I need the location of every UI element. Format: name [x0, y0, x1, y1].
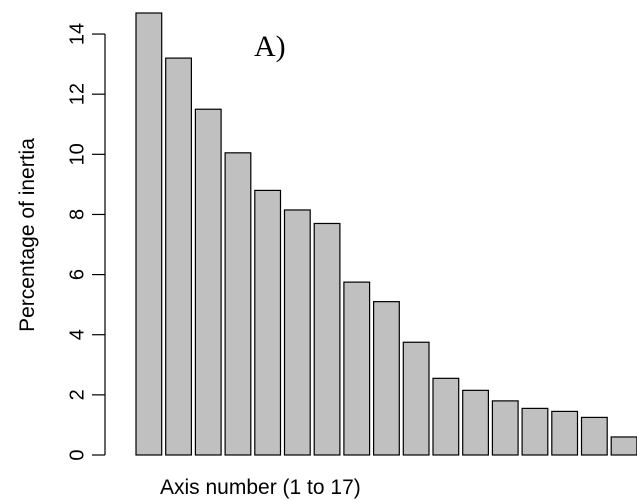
y-tick-label-10: 10	[66, 143, 88, 165]
bar-axis-7	[313, 222, 341, 456]
y-axis: 0 2 4 6 8 10 12 14	[66, 23, 106, 461]
bar-axis-2	[165, 57, 192, 456]
bar-axis-9	[373, 301, 400, 456]
bar-axis-13	[491, 400, 519, 456]
bar-axis-10	[402, 341, 430, 456]
bar-axis-5	[254, 189, 282, 456]
bar-axis-11	[432, 377, 460, 456]
y-tick-label-8: 8	[66, 209, 88, 220]
bar-axis-8	[343, 281, 371, 456]
y-tick-label-0: 0	[66, 449, 88, 460]
bar-axis-14	[521, 407, 549, 456]
y-axis-label: Percentage of inertia	[16, 138, 39, 332]
bar-axis-4	[224, 152, 252, 456]
x-axis-label: Axis number (1 to 17)	[160, 476, 361, 499]
bar-axis-1	[135, 12, 163, 456]
y-tick-label-6: 6	[66, 269, 88, 280]
bars-group	[135, 12, 637, 456]
y-tick-label-4: 4	[66, 329, 88, 340]
bar-axis-6	[283, 209, 311, 456]
bar-axis-17	[610, 436, 637, 456]
panel-label: A)	[254, 30, 286, 63]
bar-axis-16	[580, 416, 608, 456]
y-tick-label-2: 2	[66, 389, 88, 400]
bar-axis-12	[462, 389, 490, 456]
y-tick-label-14: 14	[66, 23, 88, 45]
y-tick-label-12: 12	[66, 83, 88, 105]
bar-axis-3	[194, 108, 222, 456]
bar-axis-15	[551, 410, 579, 456]
y-tick-group: 0 2 4 6 8 10 12 14	[66, 23, 105, 461]
